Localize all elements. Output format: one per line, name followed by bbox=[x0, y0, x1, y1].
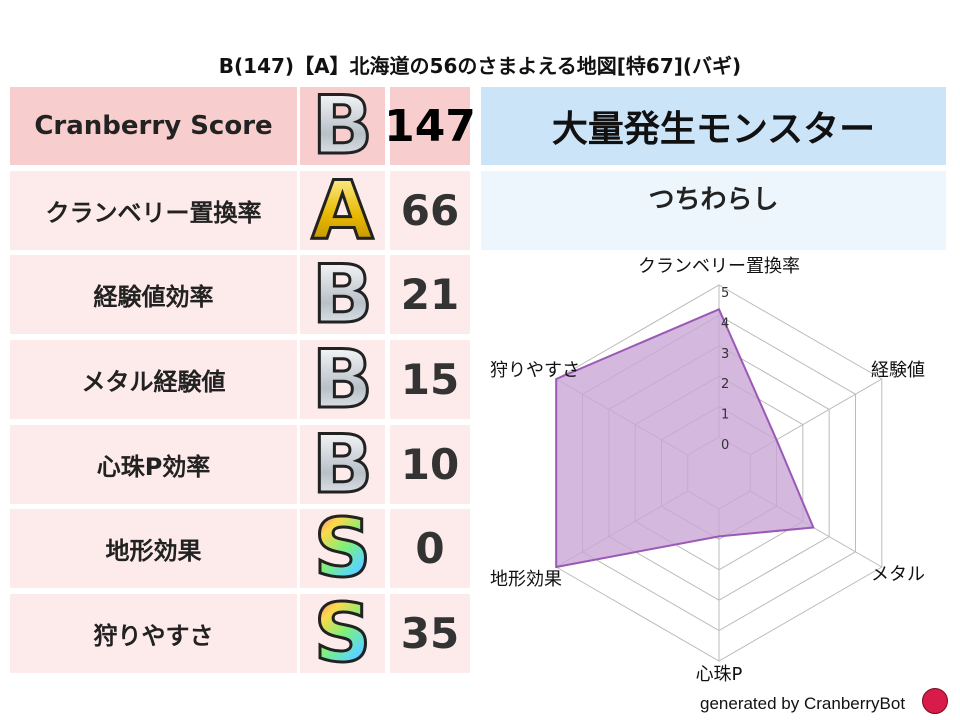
grade-badge: S bbox=[312, 501, 373, 595]
monster-header: 大量発生モンスター bbox=[481, 87, 946, 165]
metric-label: 狩りやすさ bbox=[10, 594, 297, 673]
metric-value: 10 bbox=[390, 425, 470, 504]
metric-label: 経験値効率 bbox=[10, 255, 297, 334]
metric-label: 心珠P効率 bbox=[10, 425, 297, 504]
metric-value: 35 bbox=[390, 594, 470, 673]
metric-label: メタル経験値 bbox=[10, 340, 297, 419]
grade-badge: B bbox=[311, 247, 375, 341]
metric-value: 21 bbox=[390, 255, 470, 334]
score-header-grade: B bbox=[300, 79, 385, 172]
grade-badge: B bbox=[311, 417, 375, 511]
axis-label: 心珠P bbox=[696, 664, 743, 685]
score-header-value: 147 bbox=[384, 87, 476, 165]
tick-label: 2 bbox=[721, 377, 729, 392]
axis-label: 経験値 bbox=[871, 360, 925, 381]
grade-badge: A bbox=[310, 163, 375, 257]
metric-value: 0 bbox=[390, 509, 470, 588]
grade-badge: B bbox=[311, 332, 375, 426]
tick-label: 0 bbox=[721, 438, 729, 453]
cranberry-mascot-icon bbox=[922, 688, 948, 714]
data-point bbox=[776, 439, 778, 441]
page-title: B(147)【A】北海道の56のさまよえる地図[特67](バギ) bbox=[218, 54, 742, 78]
axis-label: 地形効果 bbox=[490, 569, 562, 590]
grade-badge: B bbox=[311, 79, 375, 172]
score-header-label: Cranberry Score bbox=[10, 87, 297, 165]
metric-grade: B bbox=[300, 332, 385, 426]
metric-value: 15 bbox=[390, 340, 470, 419]
metric-grade: B bbox=[300, 417, 385, 511]
metric-grade: B bbox=[300, 247, 385, 341]
data-point bbox=[718, 535, 720, 537]
metric-grade: S bbox=[300, 501, 385, 595]
data-point bbox=[555, 566, 557, 568]
monster-name: つちわらし bbox=[481, 171, 946, 250]
data-point bbox=[555, 378, 557, 380]
tick-label: 5 bbox=[721, 286, 729, 301]
axis-label: クランベリー置換率 bbox=[638, 256, 800, 277]
tick-label: 1 bbox=[721, 408, 729, 423]
metric-label: クランベリー置換率 bbox=[10, 171, 297, 250]
tick-label: 3 bbox=[721, 347, 729, 362]
axis-label: 狩りやすさ bbox=[490, 360, 580, 381]
data-point bbox=[812, 526, 814, 528]
metric-label: 地形効果 bbox=[10, 509, 297, 588]
axis-label: メタル bbox=[871, 564, 925, 585]
metric-grade: S bbox=[300, 586, 385, 680]
grade-badge: S bbox=[312, 586, 373, 680]
tick-label: 4 bbox=[721, 316, 729, 331]
metric-grade: A bbox=[300, 163, 385, 257]
data-point bbox=[718, 308, 720, 310]
footer-credit: generated by CranberryBot bbox=[700, 694, 906, 713]
metric-value: 66 bbox=[390, 171, 470, 250]
